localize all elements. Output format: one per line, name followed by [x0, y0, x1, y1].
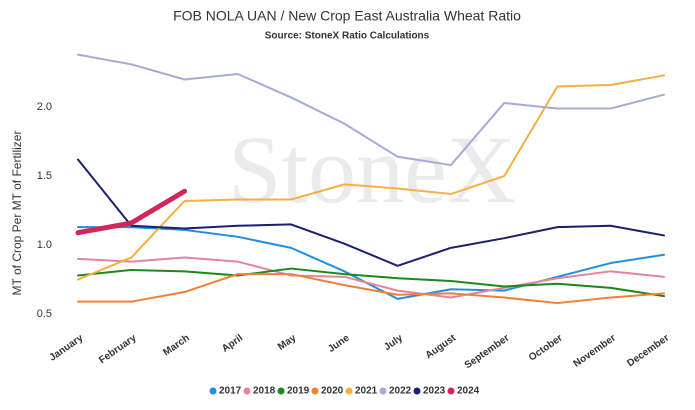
watermark: StoneX [228, 116, 516, 223]
chart-title: FOB NOLA UAN / New Crop East Australia W… [173, 8, 521, 24]
x-tick-label: January [48, 332, 86, 363]
series-line [77, 226, 665, 300]
legend-label: 2024 [457, 386, 480, 397]
series-line [77, 256, 665, 299]
series-line [75, 188, 188, 236]
x-tick-label: December [625, 333, 671, 370]
legend-marker [379, 387, 387, 395]
series-line [77, 273, 665, 305]
x-tick-label: November [572, 333, 618, 370]
legend-marker [345, 387, 353, 395]
legend-marker [413, 387, 421, 395]
y-tick-label: 1.5 [37, 170, 52, 182]
x-tick-label: June [326, 332, 352, 355]
x-tick-label: February [97, 332, 139, 366]
y-tick-label: 0.5 [37, 308, 52, 320]
legend-label: 2022 [389, 386, 412, 397]
x-tick-label: September [463, 333, 512, 372]
x-tick-label: April [220, 332, 245, 354]
chart-subtitle: Source: StoneX Ratio Calculations [265, 31, 430, 42]
legend-marker [243, 387, 251, 395]
x-tick-label: May [276, 332, 299, 352]
legend-marker [311, 387, 319, 395]
y-tick-label: 1.0 [37, 239, 52, 251]
x-tick-label: August [424, 332, 459, 361]
x-tick-label: March [161, 333, 191, 359]
y-tick-label: 2.0 [37, 101, 52, 113]
legend-marker [277, 387, 285, 395]
x-tick-label: October [527, 333, 565, 364]
legend-label: 2023 [423, 386, 446, 397]
legend-label: 2019 [287, 386, 310, 397]
legend-label: 2017 [219, 386, 242, 397]
legend-label: 2018 [253, 386, 276, 397]
legend-label: 2020 [321, 386, 344, 397]
y-axis-label: MT of Crop Per MT of Fertilizer [10, 131, 24, 296]
x-tick-label: July [382, 332, 405, 353]
series-line [77, 53, 665, 167]
legend-marker [447, 387, 455, 395]
series-line [77, 74, 665, 281]
legend-label: 2021 [355, 386, 378, 397]
series-line [77, 267, 665, 298]
legend-marker [209, 387, 217, 395]
series-line [77, 158, 665, 267]
